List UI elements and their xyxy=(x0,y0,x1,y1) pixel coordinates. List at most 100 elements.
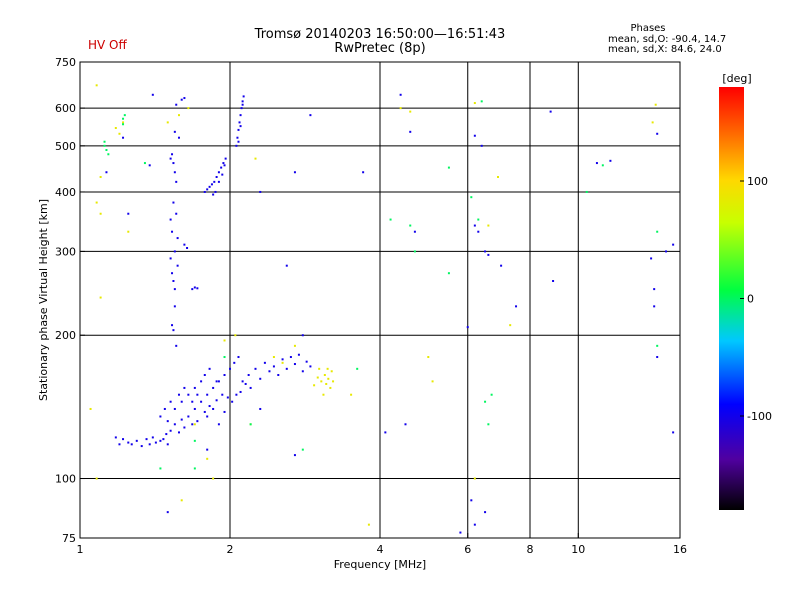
data-point xyxy=(176,237,179,240)
data-point xyxy=(215,380,218,383)
data-point xyxy=(175,344,178,347)
data-point xyxy=(196,287,199,290)
colorbar-ticks: 100 0 -100 xyxy=(740,175,772,423)
y-tick-label: 750 xyxy=(55,56,76,69)
data-point xyxy=(183,97,186,100)
data-point xyxy=(159,415,162,418)
data-point xyxy=(122,438,125,441)
data-point xyxy=(484,250,487,253)
data-point xyxy=(217,171,220,174)
data-point xyxy=(212,407,215,410)
data-point xyxy=(399,93,402,96)
data-point xyxy=(163,407,166,410)
data-point xyxy=(159,467,162,470)
data-point xyxy=(183,243,186,246)
phase-stats-o: mean, sd,O: -90.4, 14.7 xyxy=(608,34,726,45)
data-point xyxy=(122,123,125,126)
data-point xyxy=(320,380,323,383)
data-point xyxy=(350,393,353,396)
data-point xyxy=(177,136,180,139)
y-tick-label: 400 xyxy=(55,186,76,199)
data-point xyxy=(224,157,227,160)
data-point xyxy=(653,305,656,308)
data-point xyxy=(226,396,229,399)
data-point xyxy=(289,356,292,359)
data-point xyxy=(237,356,240,359)
data-point xyxy=(217,423,220,426)
data-point xyxy=(233,361,236,364)
data-point xyxy=(362,171,365,174)
data-point xyxy=(327,377,330,380)
data-point xyxy=(413,230,416,233)
data-point xyxy=(384,431,387,434)
data-point xyxy=(143,162,146,165)
data-point xyxy=(223,164,226,167)
data-point xyxy=(173,305,176,308)
data-point xyxy=(309,114,312,117)
data-point xyxy=(259,377,262,380)
data-point xyxy=(206,393,209,396)
data-point xyxy=(223,356,226,359)
data-point xyxy=(293,344,296,347)
data-point xyxy=(193,286,196,289)
data-point xyxy=(316,376,319,379)
data-point xyxy=(329,386,332,389)
data-point xyxy=(166,443,169,446)
data-point xyxy=(162,438,165,441)
data-point xyxy=(477,230,480,233)
data-point xyxy=(180,98,183,101)
data-point xyxy=(272,365,275,368)
data-point xyxy=(187,107,190,110)
colorbar-tick-label: -100 xyxy=(747,410,772,423)
data-point xyxy=(175,180,178,183)
data-point xyxy=(221,393,224,396)
data-point xyxy=(235,393,238,396)
data-point xyxy=(447,272,450,275)
data-point xyxy=(254,367,257,370)
data-point xyxy=(309,365,312,368)
data-point xyxy=(148,164,151,167)
data-point xyxy=(208,367,211,370)
data-point xyxy=(177,114,180,117)
data-point xyxy=(585,190,588,193)
data-point xyxy=(212,477,215,480)
data-point xyxy=(244,382,247,385)
data-point xyxy=(193,439,196,442)
data-point xyxy=(169,257,172,260)
data-point xyxy=(672,431,675,434)
phase-stats-x: mean, sd,X: 84.6, 24.0 xyxy=(608,44,722,55)
data-point xyxy=(172,201,175,204)
data-point xyxy=(240,107,243,110)
data-point xyxy=(459,531,462,534)
data-point xyxy=(650,257,653,260)
data-point xyxy=(318,367,321,370)
data-point xyxy=(165,433,168,436)
data-point xyxy=(301,334,304,337)
data-point xyxy=(177,431,180,434)
data-point xyxy=(241,100,244,103)
data-point xyxy=(203,374,206,377)
data-point xyxy=(473,224,476,227)
data-point xyxy=(166,511,169,514)
x-tick-label: 16 xyxy=(673,543,687,556)
data-point xyxy=(473,477,476,480)
data-point xyxy=(389,218,392,221)
data-point xyxy=(268,370,271,373)
y-tick-label: 600 xyxy=(55,102,76,115)
data-point xyxy=(399,107,402,110)
data-point xyxy=(223,410,226,413)
data-point xyxy=(187,415,190,418)
data-point xyxy=(206,415,209,418)
data-point xyxy=(332,380,335,383)
data-point xyxy=(166,420,169,423)
data-point xyxy=(95,84,98,87)
data-point xyxy=(413,250,416,253)
data-point xyxy=(214,190,217,193)
data-point xyxy=(171,324,174,327)
data-point xyxy=(330,370,333,373)
data-point xyxy=(187,393,190,396)
x-tick-label: 10 xyxy=(571,543,585,556)
data-point xyxy=(651,121,654,124)
data-point xyxy=(325,382,328,385)
